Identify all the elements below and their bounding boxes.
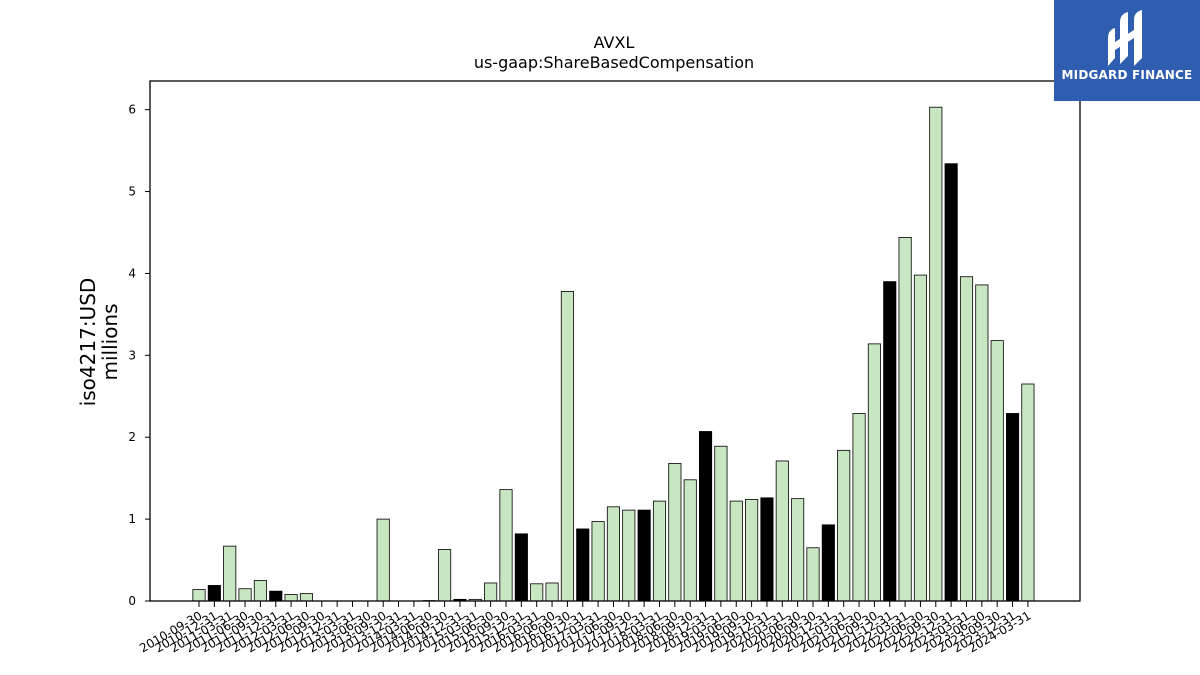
- logo-text: MIDGARD FINANCE: [1061, 68, 1193, 82]
- bar-2020-06-30: [791, 498, 805, 602]
- bar-2022-03-31: [898, 237, 912, 602]
- bar-2011-06-30: [238, 588, 252, 602]
- midgard-logo-icon: [1108, 10, 1142, 66]
- bar-2016-06-30: [545, 582, 559, 602]
- bar-2020-12-31: [821, 524, 835, 602]
- bar-2019-12-31: [760, 497, 774, 602]
- bar-2016-03-31: [530, 583, 544, 602]
- bar-2019-03-31: [714, 445, 728, 602]
- bar-2012-03-31: [284, 594, 298, 602]
- y-tick-label: 3: [128, 348, 136, 362]
- bar-2011-09-30: [253, 580, 267, 602]
- bar-2023-06-30: [975, 284, 989, 602]
- bar-2021-03-31: [837, 449, 851, 602]
- bar-2013-09-30: [376, 518, 390, 602]
- bar-2023-03-31: [959, 276, 974, 602]
- chart-subtitle: us-gaap:ShareBasedCompensation: [474, 53, 754, 72]
- bar-2015-09-30: [499, 489, 513, 602]
- bar-2017-09-30: [622, 509, 636, 602]
- bar-2012-06-30: [299, 593, 313, 602]
- y-axis-label: iso4217:USD: [76, 278, 100, 407]
- bar-2016-12-31: [576, 528, 590, 602]
- midgard-finance-logo: MIDGARD FINANCE: [1054, 0, 1200, 101]
- bar-2011-12-31: [269, 590, 283, 602]
- bar-2020-09-30: [806, 547, 820, 602]
- y-tick-label: 1: [128, 512, 136, 526]
- bar-2010-09-30: [192, 589, 206, 602]
- bar-2019-09-30: [745, 499, 759, 602]
- bar-2017-06-30: [606, 506, 620, 602]
- bar-2023-12-31: [1006, 413, 1020, 602]
- x-axis: 2010-09-302010-12-312011-03-312011-06-30…: [137, 601, 1033, 655]
- bar-2018-03-31: [652, 500, 667, 602]
- y-tick-label: 4: [128, 266, 136, 280]
- bar-2015-06-30: [484, 582, 498, 602]
- bar-2018-06-30: [668, 463, 682, 602]
- bar-2021-12-31: [883, 281, 897, 602]
- bar-2020-03-31: [775, 460, 789, 602]
- bar-2021-09-30: [867, 343, 881, 602]
- plot-frame: [149, 80, 1081, 602]
- bar-2014-09-30: [438, 549, 452, 602]
- y-axis: 0 1 2 3 4 5 6: [128, 103, 150, 608]
- bar-2018-12-31: [699, 431, 713, 602]
- y-axis-unit-label: millions: [98, 303, 122, 380]
- bar-2015-12-31: [514, 533, 528, 602]
- bar-2018-09-30: [683, 479, 697, 602]
- bar-2016-09-30: [560, 291, 574, 602]
- y-tick-label: 0: [128, 594, 136, 608]
- bar-2023-09-30: [990, 340, 1004, 602]
- bar-group: [192, 106, 1035, 602]
- bar-2022-12-31: [944, 163, 958, 602]
- y-tick-label: 6: [128, 103, 136, 117]
- bar-2022-06-30: [913, 274, 927, 602]
- y-tick-label: 2: [128, 430, 136, 444]
- bar-2011-03-31: [223, 545, 237, 602]
- bar-2017-12-31: [637, 509, 651, 602]
- bar-2017-03-31: [591, 521, 605, 602]
- bar-2019-06-30: [729, 500, 743, 602]
- bar-2024-03-31: [1021, 383, 1035, 602]
- bar-2021-06-30: [852, 413, 866, 602]
- bar-2022-09-30: [929, 106, 943, 602]
- chart-title: AVXL: [594, 33, 635, 52]
- bar-2010-12-31: [207, 585, 221, 602]
- y-tick-label: 5: [128, 185, 136, 199]
